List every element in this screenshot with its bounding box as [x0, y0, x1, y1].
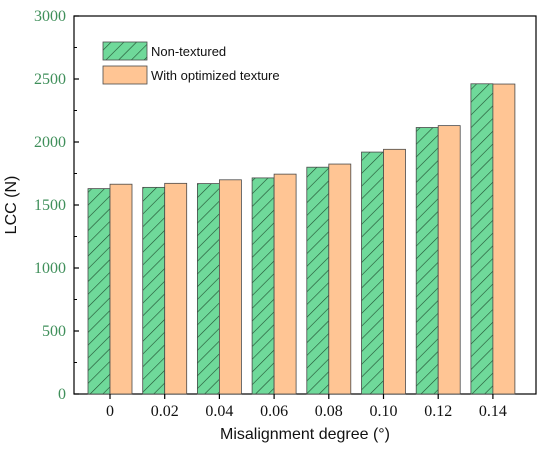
bar-non-textured-0.10 [361, 151, 384, 395]
y-axis: 0 500 1000 1500 2000 2500 3000 [34, 8, 79, 403]
y-tick-label: 2000 [34, 134, 66, 151]
x-axis: 0 0.02 0.04 0.06 0.08 0.10 0.12 0.14 [106, 394, 507, 420]
y-tick-label: 1000 [34, 260, 66, 277]
bar-non-textured-0 [87, 188, 111, 395]
x-tick-label: 0.02 [151, 403, 179, 420]
bar-with-optimized-texture-0.10 [383, 148, 406, 395]
bar-non-textured-0.14 [470, 83, 494, 395]
legend: Non-textured With optimized texture [102, 41, 280, 85]
legend-label-non-textured: Non-textured [151, 44, 226, 59]
legend-swatch-non-textured [102, 41, 148, 61]
bar-non-textured-0.12 [415, 127, 439, 395]
y-tick-label: 2500 [34, 71, 66, 88]
x-tick-label: 0.12 [424, 403, 452, 420]
bar-non-textured-0.06 [251, 177, 275, 395]
x-tick-label: 0.08 [315, 403, 343, 420]
x-tick-label: 0.14 [479, 403, 507, 420]
x-axis-title: Misalignment degree (°) [220, 426, 390, 443]
bar-with-optimized-texture-0.14 [492, 83, 516, 395]
bar-with-optimized-texture-0.06 [273, 173, 297, 395]
y-tick-label: 3000 [34, 8, 66, 25]
bars [87, 83, 516, 395]
x-tick-label: 0 [106, 403, 114, 420]
x-tick-label: 0.06 [260, 403, 288, 420]
bar-with-optimized-texture-0.08 [328, 163, 352, 395]
y-tick-label: 500 [42, 323, 66, 340]
y-tick-label: 1500 [34, 197, 66, 214]
bar-with-optimized-texture-0.02 [164, 182, 188, 395]
legend-label-with-optimized-texture: With optimized texture [151, 68, 280, 83]
bar-non-textured-0.02 [142, 186, 166, 395]
x-tick-label: 0.04 [205, 403, 233, 420]
bar-with-optimized-texture-0 [109, 183, 133, 395]
bar-with-optimized-texture-0.12 [437, 125, 461, 395]
bar-non-textured-0.08 [306, 166, 330, 395]
x-tick-label: 0.10 [370, 403, 398, 420]
bar-with-optimized-texture-0.04 [218, 179, 242, 395]
y-tick-label: 0 [58, 386, 66, 403]
legend-swatch-with-optimized-texture [102, 65, 148, 85]
bar-non-textured-0.04 [196, 183, 220, 395]
y-axis-title: LCC (N) [3, 176, 20, 235]
